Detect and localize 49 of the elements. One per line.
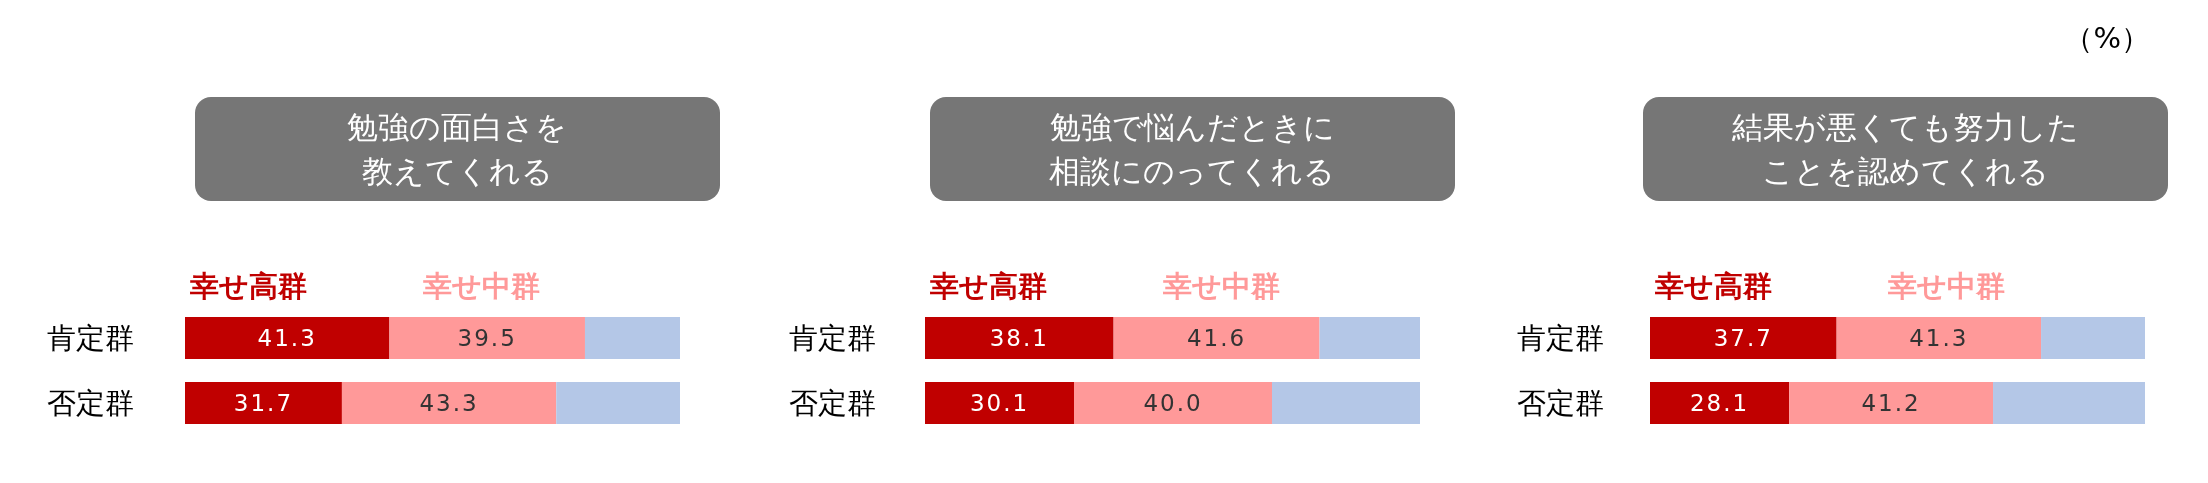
y-tick-label: 否定群 xyxy=(1516,386,1604,420)
y-tick-label: 肯定群 xyxy=(1516,321,1604,355)
bar xyxy=(1319,317,1421,359)
series-label: 幸せ高群 xyxy=(929,269,1047,303)
data-label: 41.3 xyxy=(1909,325,1969,351)
bar xyxy=(1650,317,1837,359)
chart-title: 勉強で悩んだときに xyxy=(1049,109,1335,145)
y-tick-label: 否定群 xyxy=(46,386,134,420)
series-label: 幸せ中群 xyxy=(1161,269,1280,303)
data-label: 31.7 xyxy=(233,390,294,416)
bar xyxy=(1271,382,1420,424)
data-label: 41.3 xyxy=(257,325,317,351)
bar xyxy=(1650,382,1790,424)
bar xyxy=(925,382,1074,424)
data-label: 43.3 xyxy=(419,390,479,416)
chart-subtitle: ことを認めてくれる xyxy=(1761,153,2049,189)
data-label: 30.1 xyxy=(969,390,1030,416)
bar xyxy=(341,382,557,424)
data-label: 41.6 xyxy=(1186,325,1247,351)
y-tick-label: 否定群 xyxy=(788,386,876,420)
bar xyxy=(389,317,585,359)
bar xyxy=(1993,382,2146,424)
bar xyxy=(185,317,390,359)
text: （%） xyxy=(2064,21,2150,55)
data-label: 37.7 xyxy=(1713,325,1773,351)
bar xyxy=(925,317,1114,359)
bar xyxy=(584,317,680,359)
data-label: 39.5 xyxy=(457,325,517,351)
series-label: 幸せ中群 xyxy=(421,269,540,303)
data-label: 40.0 xyxy=(1143,390,1203,416)
series-label: 幸せ高群 xyxy=(189,269,307,303)
bar xyxy=(1836,317,2042,359)
bar xyxy=(1073,382,1272,424)
data-label: 28.1 xyxy=(1689,390,1750,416)
chart-subtitle: 相談にのってくれる xyxy=(1049,153,1335,189)
bar xyxy=(1113,317,1320,359)
data-label: 38.1 xyxy=(989,325,1049,351)
series-label: 幸せ中群 xyxy=(1886,269,2005,303)
y-tick-label: 肯定群 xyxy=(46,321,134,355)
bar xyxy=(2041,317,2145,359)
chart-title: 勉強の面白さを xyxy=(347,109,567,145)
bar xyxy=(1789,382,1994,424)
bar xyxy=(185,382,342,424)
series-label: 幸せ高群 xyxy=(1654,269,1772,303)
chart-title: 結果が悪くても努力した xyxy=(1730,109,2079,145)
data-label: 41.2 xyxy=(1861,390,1921,416)
chart-subtitle: 教えてくれる xyxy=(361,153,553,189)
y-tick-label: 肯定群 xyxy=(788,321,876,355)
bar xyxy=(556,382,680,424)
